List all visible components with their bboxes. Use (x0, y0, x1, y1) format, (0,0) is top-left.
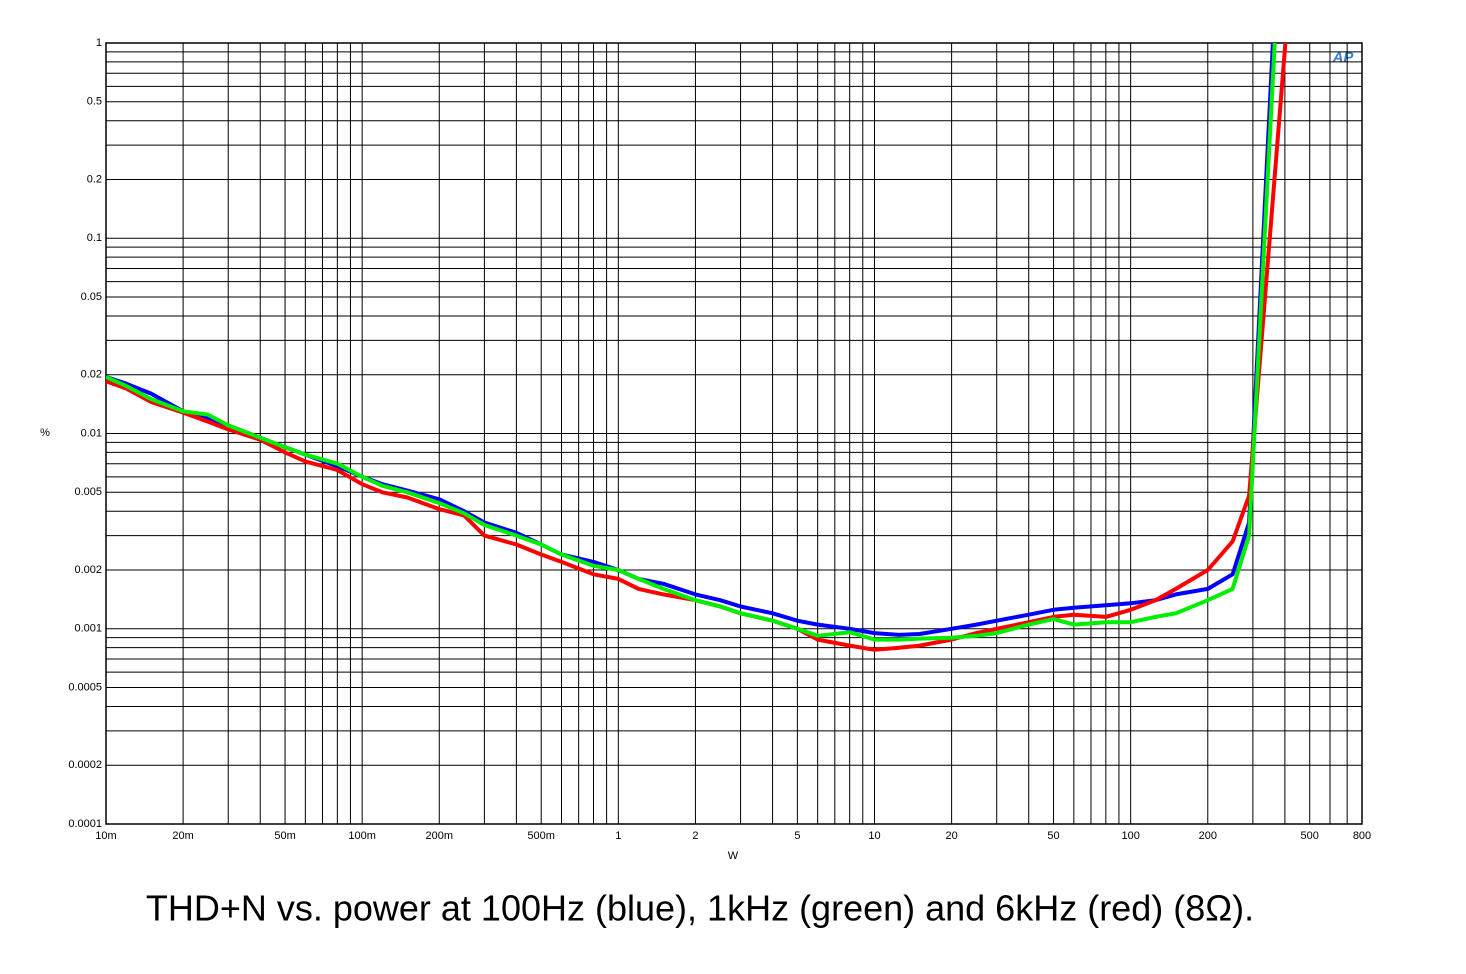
y-tick-label: 0.1 (87, 232, 102, 244)
y-tick-label: 0.0005 (68, 681, 102, 693)
x-tick-label: 50 (1047, 830, 1059, 842)
series-line (106, 43, 1275, 637)
x-axis-label: W (728, 850, 739, 862)
y-axis-label: % (40, 427, 50, 439)
x-tick-label: 500m (527, 830, 555, 842)
x-tick-label: 20 (945, 830, 957, 842)
x-tick-label: 2 (692, 830, 698, 842)
y-tick-label: 0.01 (81, 427, 102, 439)
y-tick-label: 0.002 (74, 564, 102, 576)
caption: THD+N vs. power at 100Hz (blue), 1kHz (g… (146, 888, 1254, 929)
y-tick-label: 0.2 (87, 173, 102, 185)
x-tick-label: 200 (1199, 830, 1217, 842)
x-tick-label: 20m (172, 830, 193, 842)
x-tick-label: 100m (348, 830, 376, 842)
y-tick-label: 0.0001 (68, 818, 102, 830)
x-tick-label: 50m (274, 830, 295, 842)
y-tick-label: 0.0002 (68, 759, 102, 771)
y-tick-label: 0.02 (81, 369, 102, 381)
plot-frame (105, 42, 1363, 825)
y-tick-label: 1 (96, 37, 102, 49)
y-tick-label: 0.05 (81, 291, 102, 303)
x-tick-label: 500 (1301, 830, 1319, 842)
y-tick-label: 0.005 (74, 486, 102, 498)
x-tick-label: 10 (868, 830, 880, 842)
x-tick-label: 200m (426, 830, 454, 842)
x-tick-label: 10m (95, 830, 116, 842)
x-tick-label: 100 (1121, 830, 1139, 842)
x-tick-label: 5 (794, 830, 800, 842)
series-line (106, 43, 1277, 642)
y-tick-label: 0.5 (87, 96, 102, 108)
x-tick-label: 800 (1353, 830, 1371, 842)
y-tick-label: 0.001 (74, 623, 102, 635)
x-tick-label: 1 (615, 830, 621, 842)
